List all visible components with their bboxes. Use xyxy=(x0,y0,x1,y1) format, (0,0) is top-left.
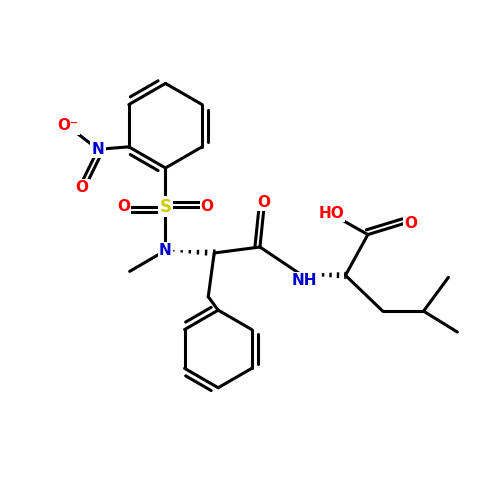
Text: O⁻: O⁻ xyxy=(58,118,78,134)
Text: N: N xyxy=(159,243,172,258)
Text: O: O xyxy=(117,199,130,214)
Text: S: S xyxy=(160,198,172,216)
Text: O: O xyxy=(76,180,88,195)
Text: HO: HO xyxy=(318,206,344,220)
Text: N: N xyxy=(92,142,104,157)
Text: NH: NH xyxy=(292,273,318,288)
Text: O: O xyxy=(404,216,417,231)
Text: O: O xyxy=(258,195,270,210)
Text: O: O xyxy=(200,199,213,214)
